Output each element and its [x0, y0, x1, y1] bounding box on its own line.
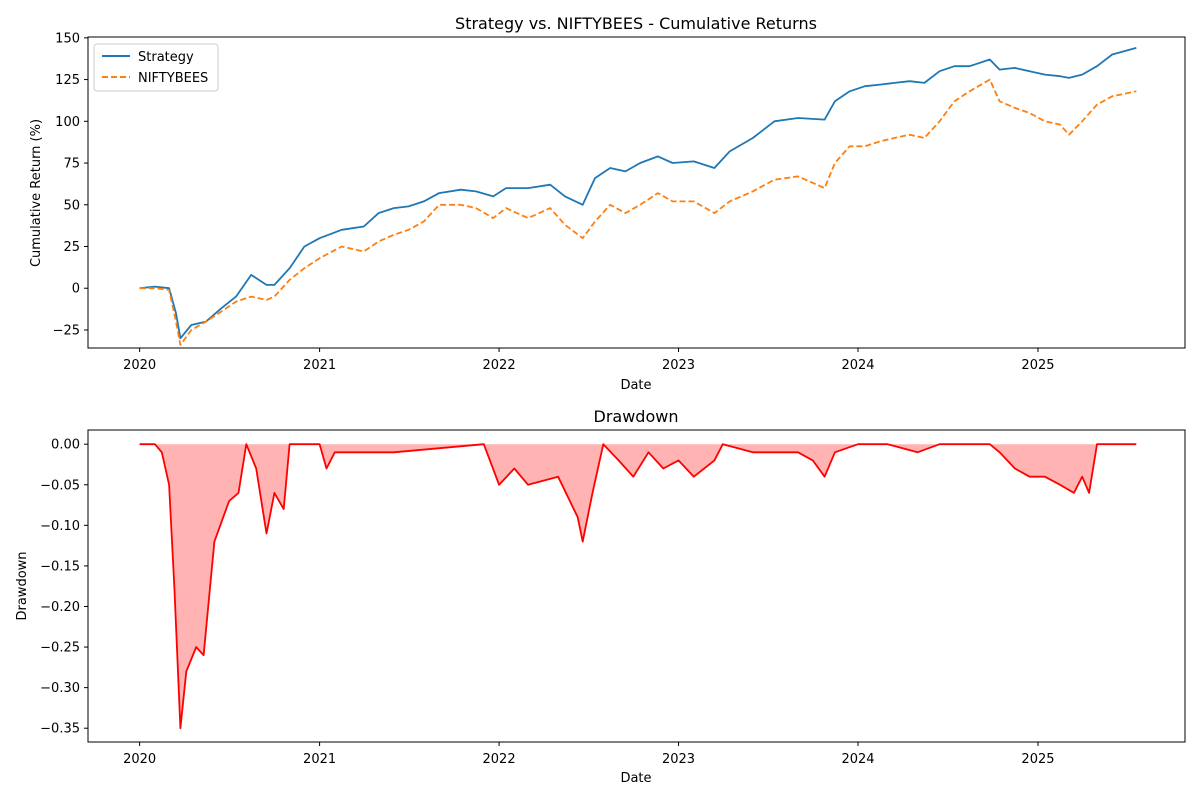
drawdown-chart: Drawdown 0.00 −0.05 −0.10 −0.15 −0.20 −0.25 −0…: [15, 407, 1186, 786]
x-tick-label: 2022: [483, 358, 516, 373]
x-tick-label: 2023: [662, 358, 695, 373]
y-tick-label: −25: [53, 323, 80, 338]
y-tick-label: 100: [55, 115, 80, 130]
x-tick-label: 2021: [303, 358, 336, 373]
bottom-y-axis: 0.00 −0.05 −0.10 −0.15 −0.20 −0.25 −0.30 −0.35: [40, 438, 88, 737]
y-tick-label: −0.10: [40, 519, 80, 534]
bottom-plot-frame: [87, 429, 1186, 743]
y-tick-label: −0.25: [40, 641, 80, 656]
legend: Strategy NIFTYBEES: [93, 43, 219, 92]
x-tick-label: 2022: [483, 752, 516, 767]
y-tick-label: 0.00: [51, 438, 80, 453]
y-tick-label: −0.05: [40, 478, 80, 493]
x-tick-label: 2020: [123, 752, 156, 767]
legend-label-niftybees: NIFTYBEES: [138, 71, 208, 86]
top-x-axis-label: Date: [620, 378, 651, 393]
y-tick-label: −0.35: [40, 722, 80, 737]
x-tick-label: 2024: [841, 752, 874, 767]
bottom-chart-title: Drawdown: [594, 407, 679, 426]
y-tick-label: 50: [63, 198, 80, 213]
y-tick-label: −0.30: [40, 681, 80, 696]
top-plot-frame: [87, 36, 1186, 349]
x-tick-label: 2021: [303, 752, 336, 767]
y-tick-label: 125: [55, 73, 80, 88]
x-tick-label: 2025: [1021, 752, 1054, 767]
legend-label-strategy: Strategy: [138, 50, 194, 65]
y-tick-label: 0: [72, 282, 80, 297]
strategy-line: [139, 47, 1137, 340]
x-tick-label: 2023: [662, 752, 695, 767]
y-tick-label: 25: [63, 240, 80, 255]
y-tick-label: 150: [55, 31, 80, 46]
top-x-axis: 2020 2021 2022 2023 2024 2025: [123, 348, 1055, 373]
drawdown-area: [139, 444, 1137, 729]
top-chart-title: Strategy vs. NIFTYBEES - Cumulative Retu…: [455, 14, 817, 33]
niftybees-line: [139, 78, 1137, 346]
top-y-axis: 150 125 100 75 50 25 0 −25: [53, 31, 88, 338]
cumulative-returns-chart: Strategy vs. NIFTYBEES - Cumulative Retu…: [29, 14, 1186, 393]
bottom-x-axis-label: Date: [620, 771, 651, 786]
bottom-y-axis-label: Drawdown: [15, 551, 30, 620]
x-tick-label: 2024: [841, 358, 874, 373]
y-tick-label: −0.20: [40, 600, 80, 615]
x-tick-label: 2025: [1021, 358, 1054, 373]
drawdown-line: [139, 443, 1137, 730]
top-series-group: [139, 47, 1137, 346]
x-tick-label: 2020: [123, 358, 156, 373]
top-y-axis-label: Cumulative Return (%): [29, 119, 44, 267]
bottom-series-group: [139, 443, 1137, 730]
y-tick-label: 75: [63, 157, 80, 172]
bottom-x-axis: 2020 2021 2022 2023 2024 2025: [123, 742, 1055, 767]
y-tick-label: −0.15: [40, 559, 80, 574]
